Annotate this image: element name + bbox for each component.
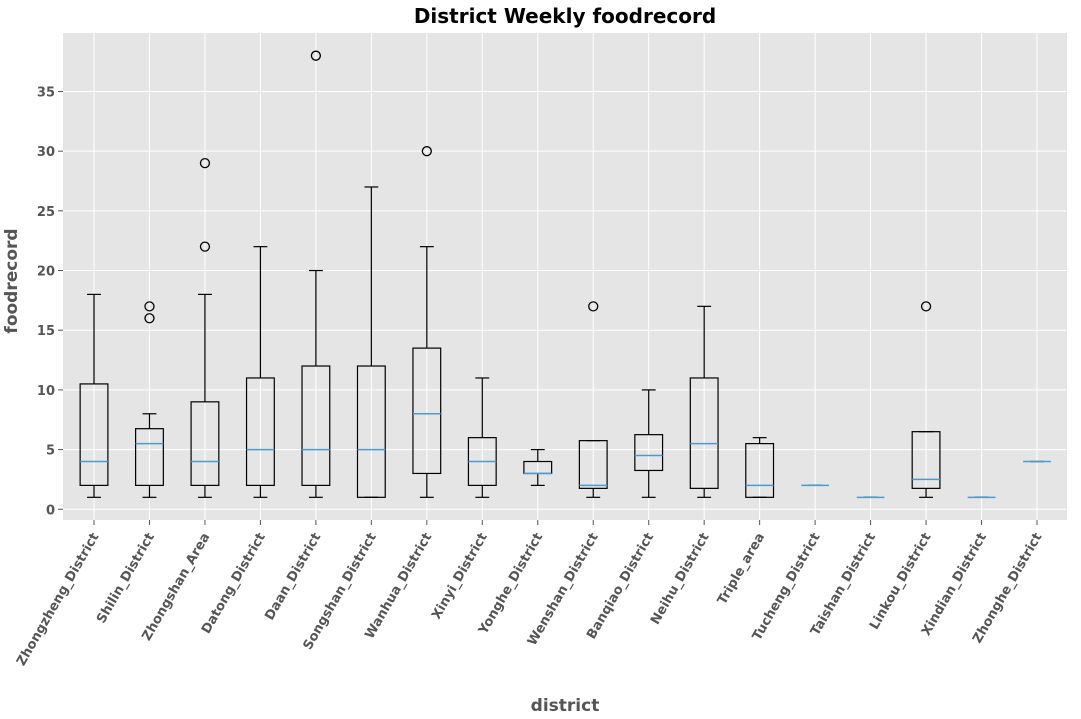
box-iqr [356, 365, 386, 498]
plot-area [63, 33, 1067, 520]
y-tick-label: 35 [37, 85, 55, 100]
y-tick-label: 30 [37, 145, 55, 160]
outlier-point [199, 157, 211, 169]
box-iqr [190, 401, 220, 486]
y-axis-label: foodrecord [2, 228, 22, 333]
box-iqr [245, 377, 275, 486]
box-Triple_area [745, 437, 775, 498]
box-Linkou_District [911, 301, 941, 498]
box-iqr [135, 428, 164, 486]
box-iqr [634, 434, 664, 472]
box-iqr [689, 377, 719, 489]
box-Daan_District [301, 50, 331, 498]
outlier-point [199, 241, 211, 252]
box-iqr [301, 365, 331, 486]
box-Shilin_District [135, 301, 164, 498]
box-Yonghe_District [523, 448, 553, 486]
box-iqr [412, 347, 442, 475]
x-ticks: Zhongzheng_DistrictShilin_DistrictZhongs… [14, 520, 1045, 669]
x-tick-label: Daan_District [262, 531, 324, 623]
x-tick-label: Shilin_District [94, 531, 158, 627]
chart-title: District Weekly foodrecord [414, 4, 716, 28]
box-Neihu_District [689, 305, 719, 498]
box-Xinyi_District [467, 377, 497, 498]
y-tick-label: 15 [37, 324, 55, 339]
x-tick-label: Linkou_District [867, 531, 934, 633]
y-tick-label: 10 [37, 384, 55, 399]
box-iqr [578, 440, 608, 489]
box-iqr [79, 383, 109, 486]
outlier-point [588, 301, 599, 312]
box-Zhongzheng_District [79, 293, 109, 498]
box-Wenshan_District [578, 301, 608, 498]
x-tick-label: Datong_District [199, 531, 269, 637]
boxes [79, 50, 1051, 499]
box-Wanhua_District [412, 146, 442, 498]
outlier-point [144, 301, 155, 312]
box-Datong_District [245, 246, 275, 498]
x-axis-label: district [531, 696, 600, 716]
x-tick-label: Triple_area [715, 531, 768, 608]
y-tick-label: 25 [37, 205, 55, 220]
outlier-point [144, 313, 155, 324]
x-tick-label: Neihu_District [648, 531, 713, 628]
x-tick-label: Xinyi_District [429, 531, 491, 623]
box-Banqiao_District [634, 389, 664, 498]
outlier-point [421, 146, 432, 157]
x-tick-label: Zhongzheng_District [14, 531, 102, 669]
box-iqr [745, 443, 775, 498]
y-tick-label: 0 [46, 503, 55, 518]
box-Zhongshan_Area [190, 157, 220, 498]
outlier-point [920, 301, 932, 312]
box-Songshan_District [356, 186, 386, 498]
y-tick-label: 20 [37, 265, 55, 280]
y-ticks: 0 5 10 15 20 25 30 35 [37, 85, 63, 518]
y-tick-label: 5 [46, 444, 55, 459]
box-iqr [911, 431, 941, 489]
outlier-point [310, 50, 322, 61]
